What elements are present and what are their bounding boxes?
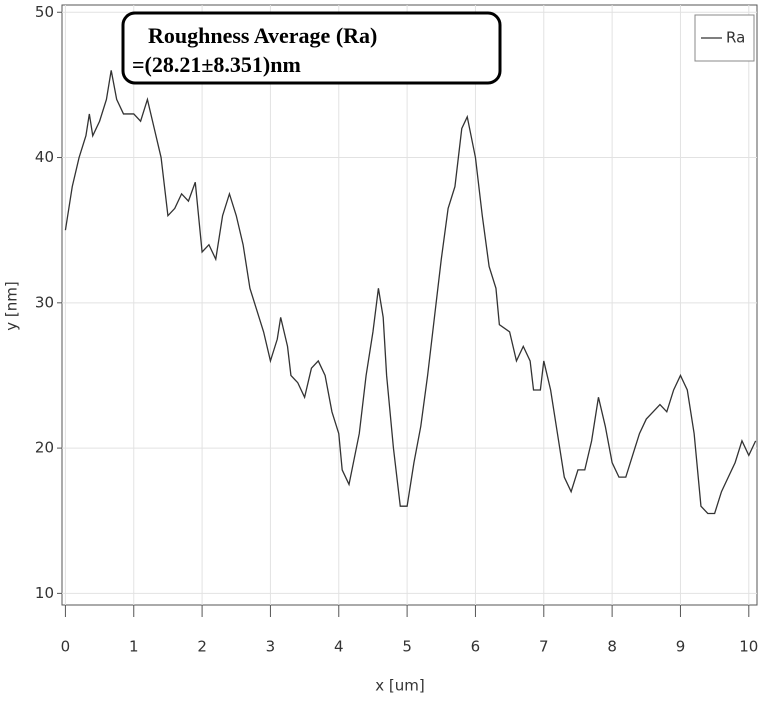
y-tick-label: 30 [35,293,54,311]
legend-label: Ra [726,29,745,47]
x-tick-label: 3 [266,638,276,656]
y-tick-label: 40 [35,148,54,166]
data-line [64,70,757,515]
annotation-line: Roughness Average (Ra) [148,23,377,48]
x-tick-label: 7 [539,638,549,656]
x-tick-label: 10 [739,638,758,656]
x-tick-label: 4 [334,638,344,656]
x-tick-label: 6 [471,638,481,656]
x-tick-label: 1 [129,638,139,656]
plot-area [61,4,758,606]
y-tick-label: 20 [35,439,54,457]
y-axis-label: y [nm] [3,281,21,330]
x-tick-label: 8 [607,638,617,656]
x-tick-label: 2 [197,638,207,656]
annotation-box [121,11,502,85]
x-tick-label: 5 [402,638,412,656]
y-tick-label: 10 [35,584,54,602]
x-tick-label: 9 [676,638,686,656]
y-tick-label: 50 [35,3,54,21]
x-tick-label: 0 [61,638,71,656]
annotation-line: =(28.21±8.351)nm [132,52,301,77]
lines [64,70,757,515]
x-axis-label: x [um] [375,677,424,695]
